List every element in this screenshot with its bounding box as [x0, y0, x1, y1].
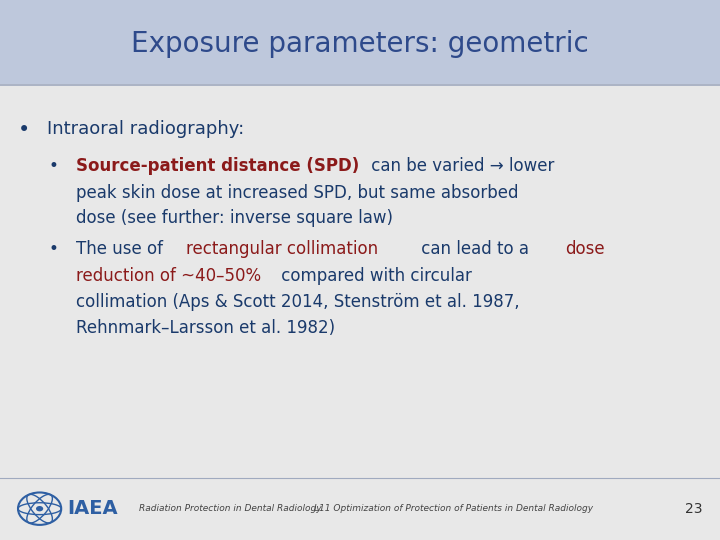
Text: The use of: The use of	[76, 240, 168, 258]
Text: peak skin dose at increased SPD, but same absorbed: peak skin dose at increased SPD, but sam…	[76, 184, 518, 201]
Text: IAEA: IAEA	[67, 499, 117, 518]
Text: Source-patient distance (SPD): Source-patient distance (SPD)	[76, 157, 359, 174]
Text: rectangular collimation: rectangular collimation	[186, 240, 378, 258]
Text: Intraoral radiography:: Intraoral radiography:	[47, 120, 244, 138]
Text: 23: 23	[685, 502, 702, 516]
FancyBboxPatch shape	[0, 0, 720, 84]
Text: Radiation Protection in Dental Radiology: Radiation Protection in Dental Radiology	[139, 504, 322, 513]
Text: •: •	[49, 157, 59, 174]
Text: Exposure parameters: geometric: Exposure parameters: geometric	[131, 30, 589, 58]
Text: can lead to a: can lead to a	[415, 240, 534, 258]
Text: compared with circular: compared with circular	[276, 267, 472, 285]
Circle shape	[36, 506, 43, 511]
Text: dose (see further: inverse square law): dose (see further: inverse square law)	[76, 209, 392, 227]
Text: L11 Optimization of Protection of Patients in Dental Radiology: L11 Optimization of Protection of Patien…	[314, 504, 593, 513]
Text: •: •	[18, 120, 30, 140]
Text: Rehnmark–Larsson et al. 1982): Rehnmark–Larsson et al. 1982)	[76, 319, 335, 336]
Text: •: •	[49, 240, 59, 258]
Text: can be varied → lower: can be varied → lower	[366, 157, 554, 174]
Text: reduction of ~40–50%: reduction of ~40–50%	[76, 267, 261, 285]
Text: collimation (Aps & Scott 2014, Stenström et al. 1987,: collimation (Aps & Scott 2014, Stenström…	[76, 293, 519, 310]
Text: dose: dose	[566, 240, 606, 258]
